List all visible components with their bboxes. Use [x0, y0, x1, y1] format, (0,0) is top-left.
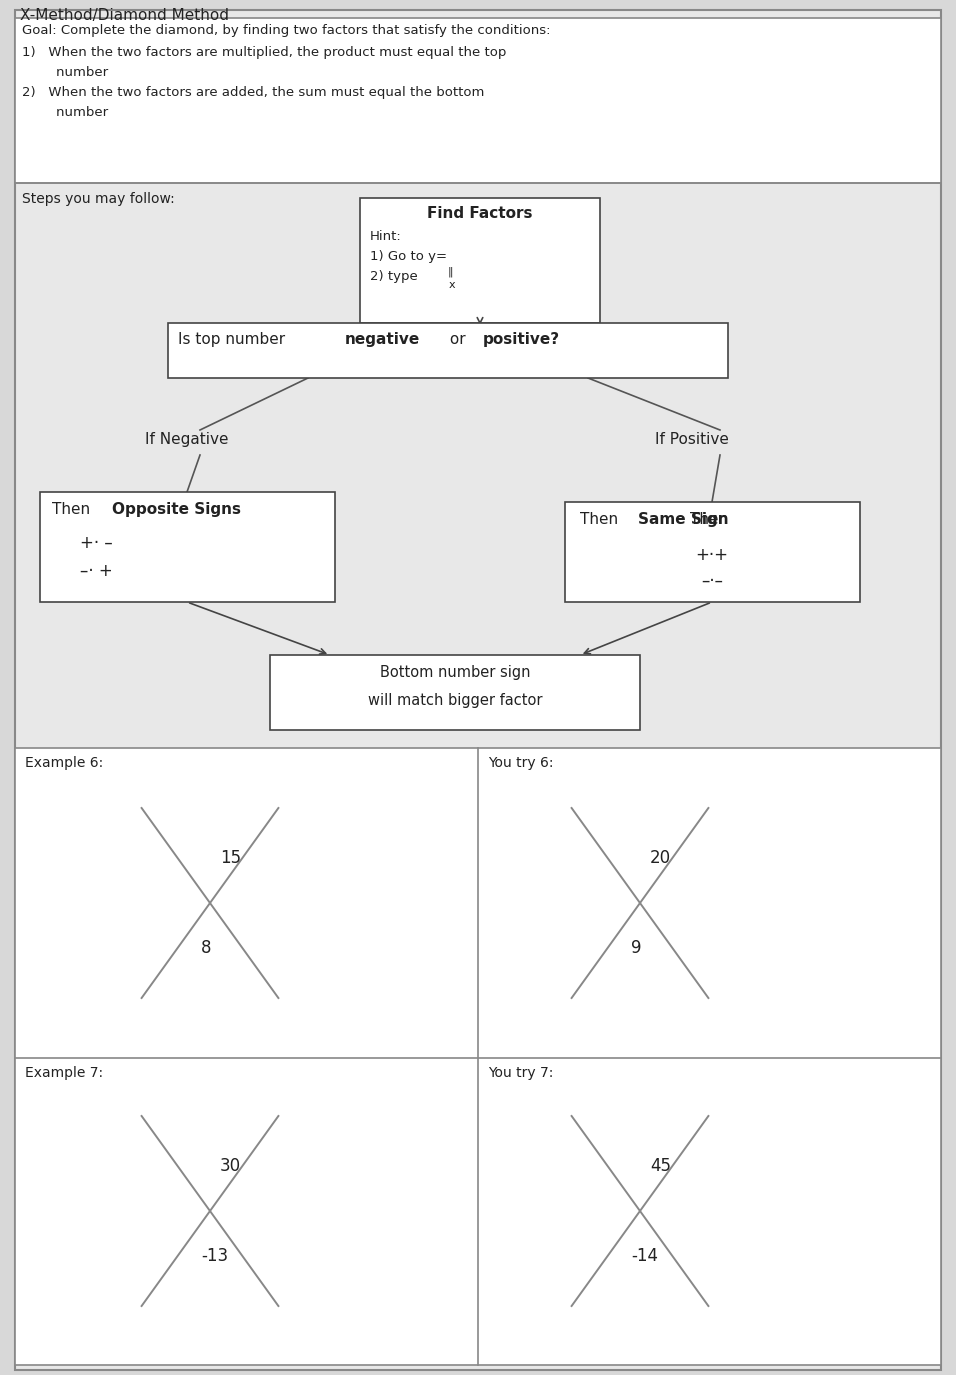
Text: 30: 30	[220, 1156, 241, 1174]
Bar	[168, 323, 728, 378]
Text: 2)   When the two factors are added, the sum must equal the bottom: 2) When the two factors are added, the s…	[22, 87, 485, 99]
Text: 8: 8	[202, 939, 212, 957]
Text: You try 7:: You try 7:	[488, 1066, 554, 1079]
Text: Then: Then	[690, 512, 733, 527]
Text: 2) type: 2) type	[370, 270, 426, 283]
Text: Hint:: Hint:	[370, 230, 402, 243]
Text: 1) Go to y=: 1) Go to y=	[370, 250, 447, 263]
Text: Steps you may follow:: Steps you may follow:	[22, 193, 175, 206]
Text: If Positive: If Positive	[655, 432, 728, 447]
Text: number: number	[22, 66, 108, 78]
Text: Then: Then	[52, 502, 95, 517]
Text: Opposite Signs: Opposite Signs	[112, 502, 241, 517]
Text: Example 7:: Example 7:	[25, 1066, 103, 1079]
Text: Example 6:: Example 6:	[25, 756, 103, 770]
Text: Find Factors: Find Factors	[427, 206, 532, 221]
Text: Bottom number sign: Bottom number sign	[380, 666, 531, 681]
Text: positive?: positive?	[483, 331, 560, 346]
Text: +·+: +·+	[696, 546, 728, 564]
Text: Same Sign: Same Sign	[638, 512, 728, 527]
Text: Is top number: Is top number	[178, 331, 290, 346]
Text: -14: -14	[631, 1247, 659, 1265]
Text: or: or	[445, 331, 470, 346]
Bar	[15, 748, 941, 1365]
Bar	[15, 18, 941, 183]
Text: 1)   When the two factors are multiplied, the product must equal the top: 1) When the two factors are multiplied, …	[22, 45, 507, 59]
Bar	[270, 654, 640, 730]
Text: negative: negative	[345, 331, 421, 346]
Bar	[360, 198, 600, 323]
Text: will match bigger factor: will match bigger factor	[368, 693, 542, 708]
Bar	[40, 492, 335, 602]
Text: 45: 45	[650, 1156, 671, 1174]
Text: x: x	[449, 280, 456, 290]
Text: Then: Then	[580, 512, 623, 527]
Text: You try 6:: You try 6:	[488, 756, 554, 770]
Text: Goal: Complete the diamond, by finding two factors that satisfy the conditions:: Goal: Complete the diamond, by finding t…	[22, 23, 551, 37]
Text: +· –: +· –	[80, 534, 113, 551]
Text: –· +: –· +	[80, 562, 113, 580]
Text: 15: 15	[220, 848, 241, 866]
Text: –·–: –·–	[701, 572, 723, 590]
Text: number: number	[22, 106, 108, 120]
Text: If Negative: If Negative	[145, 432, 228, 447]
Text: X-Method/Diamond Method: X-Method/Diamond Method	[20, 8, 229, 23]
Text: 9: 9	[631, 939, 641, 957]
Text: ‖: ‖	[448, 265, 453, 276]
Text: 20: 20	[650, 848, 671, 866]
Bar	[565, 502, 860, 602]
Text: -13: -13	[202, 1247, 228, 1265]
